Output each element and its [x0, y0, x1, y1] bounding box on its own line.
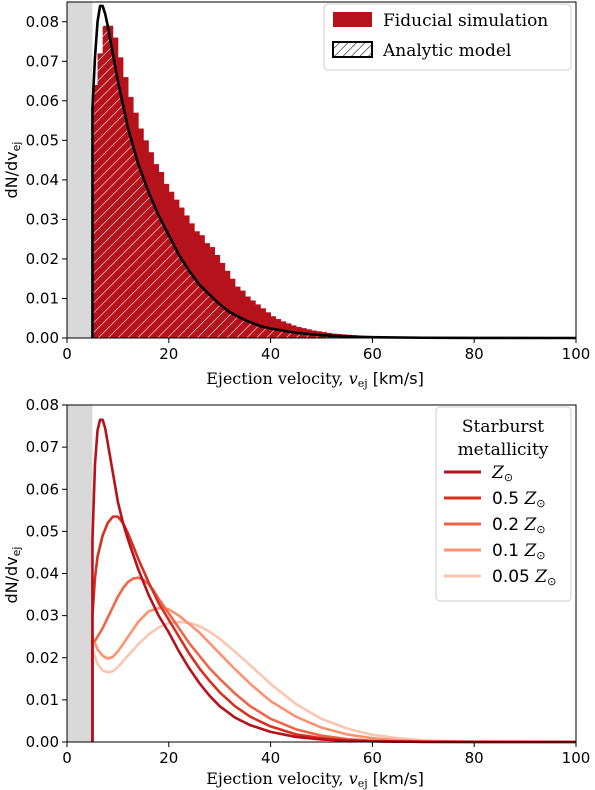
x-tick-label: 100 [562, 749, 591, 767]
legend-label-fiducial: Fiducial simulation [383, 11, 548, 31]
y-tick-label: 0.01 [26, 691, 59, 709]
top-x-ticks: 0 20 40 60 80 100 [62, 338, 590, 363]
excluded-region [67, 405, 93, 742]
y-tick-label: 0.08 [26, 13, 59, 31]
y-tick-label: 0.02 [26, 250, 59, 268]
histogram-bar [250, 300, 256, 338]
metallicity-series-line [91, 576, 577, 744]
bottom-shaded-region [67, 405, 93, 742]
histogram-bar [219, 262, 226, 338]
legend-title-line2: metallicity [458, 440, 549, 460]
y-tick-label: 0.00 [26, 329, 59, 347]
y-tick-label: 0.01 [26, 289, 59, 307]
y-tick-label: 0.00 [26, 733, 59, 751]
legend-label-metallicity: Z⊙ [491, 463, 513, 484]
x-tick-label: 60 [363, 749, 382, 767]
x-tick-label: 100 [562, 345, 591, 363]
histogram-bar [224, 270, 231, 338]
top-panel-histogram: 0 20 40 60 80 100 0.000.010.020.030.040.050.0… [2, 1, 590, 390]
bottom-y-ticks: 0.00 0.01 0.02 0.03 0.04 0.05 0.06 0.07 0.08 [26, 396, 67, 751]
excluded-region [67, 2, 93, 338]
bottom-x-ticks: 0 20 40 60 80 100 [62, 742, 590, 767]
histogram-bar [270, 316, 277, 338]
bottom-x-axis-label: Ejection velocity, vej [km/s] [206, 769, 424, 790]
top-y-axis-label: dN/dvej [2, 142, 23, 199]
x-tick-label: 40 [261, 345, 280, 363]
x-tick-label: 0 [62, 749, 72, 767]
histogram-bar [255, 304, 261, 338]
legend-swatch-analytic [332, 41, 373, 58]
x-tick-label: 60 [363, 345, 382, 363]
analytic-hatch-area [92, 5, 576, 338]
legend-label-metallicity: 0.5 Z⊙ [492, 489, 545, 510]
x-tick-label: 20 [159, 749, 178, 767]
top-shaded-region [67, 2, 93, 338]
y-tick-label: 0.04 [26, 171, 59, 189]
x-tick-label: 80 [465, 345, 484, 363]
histogram-bar [265, 312, 271, 338]
bottom-legend-box [435, 406, 572, 602]
top-hatch-overlay [92, 5, 576, 338]
histogram-bar [229, 278, 236, 338]
x-tick-label: 20 [159, 345, 178, 363]
legend-title-line1: Starburst [462, 417, 544, 437]
histogram-bar [234, 286, 241, 338]
legend-label-analytic: Analytic model [382, 41, 511, 61]
legend-label-metallicity: 0.1 Z⊙ [492, 541, 545, 562]
y-tick-label: 0.08 [26, 396, 59, 414]
y-tick-label: 0.07 [26, 438, 59, 456]
top-legend: Fiducial simulation Analytic model [323, 3, 572, 71]
histogram-bar [245, 296, 251, 338]
y-tick-label: 0.06 [26, 92, 59, 110]
x-tick-label: 0 [62, 345, 72, 363]
top-legend-box [323, 3, 572, 71]
top-analytic-line [91, 4, 577, 340]
y-tick-label: 0.05 [26, 522, 59, 540]
legend-label-metallicity: 0.2 Z⊙ [492, 515, 545, 536]
histogram-bar [240, 290, 246, 338]
y-tick-label: 0.04 [26, 565, 59, 583]
bottom-panel-metallicity: 0 20 40 60 80 100 0.000.010.020.030.040.050.0… [2, 396, 590, 790]
legend-label-metallicity: 0.05 Z⊙ [492, 567, 556, 588]
bottom-y-axis-label: dN/dvej [2, 547, 23, 604]
x-tick-label: 80 [465, 749, 484, 767]
top-x-axis-label: Ejection velocity, vej [km/s] [206, 369, 424, 390]
bottom-legend: Starburst metallicity Z⊙ 0.5 Z⊙ 0.2 Z⊙ 0.1 … [435, 406, 572, 602]
histogram-bar [209, 247, 216, 338]
y-tick-label: 0.07 [26, 52, 59, 70]
y-tick-label: 0.03 [26, 607, 59, 625]
histogram-bar [214, 254, 221, 338]
legend-swatch-fiducial [333, 12, 372, 27]
y-tick-label: 0.06 [26, 480, 59, 498]
top-axes-frame [66, 1, 577, 339]
top-y-ticks: 0.00 0.01 0.02 0.03 0.04 0.05 0.06 0.07 0.08 [26, 13, 67, 347]
analytic-model-line [91, 4, 577, 340]
y-tick-label: 0.05 [26, 131, 59, 149]
metallicity-series-line [91, 418, 577, 744]
y-tick-label: 0.02 [26, 649, 59, 667]
histogram-bar [275, 319, 282, 338]
bottom-legend-items: Z⊙ 0.5 Z⊙ 0.2 Z⊙ 0.1 Z⊙ 0.05 Z⊙ [444, 463, 556, 588]
histogram-bar [260, 308, 266, 338]
bottom-series-lines [91, 418, 577, 744]
metallicity-series-line [91, 606, 577, 744]
y-tick-label: 0.03 [26, 210, 59, 228]
metallicity-series-line [91, 620, 577, 744]
x-tick-label: 40 [261, 749, 280, 767]
